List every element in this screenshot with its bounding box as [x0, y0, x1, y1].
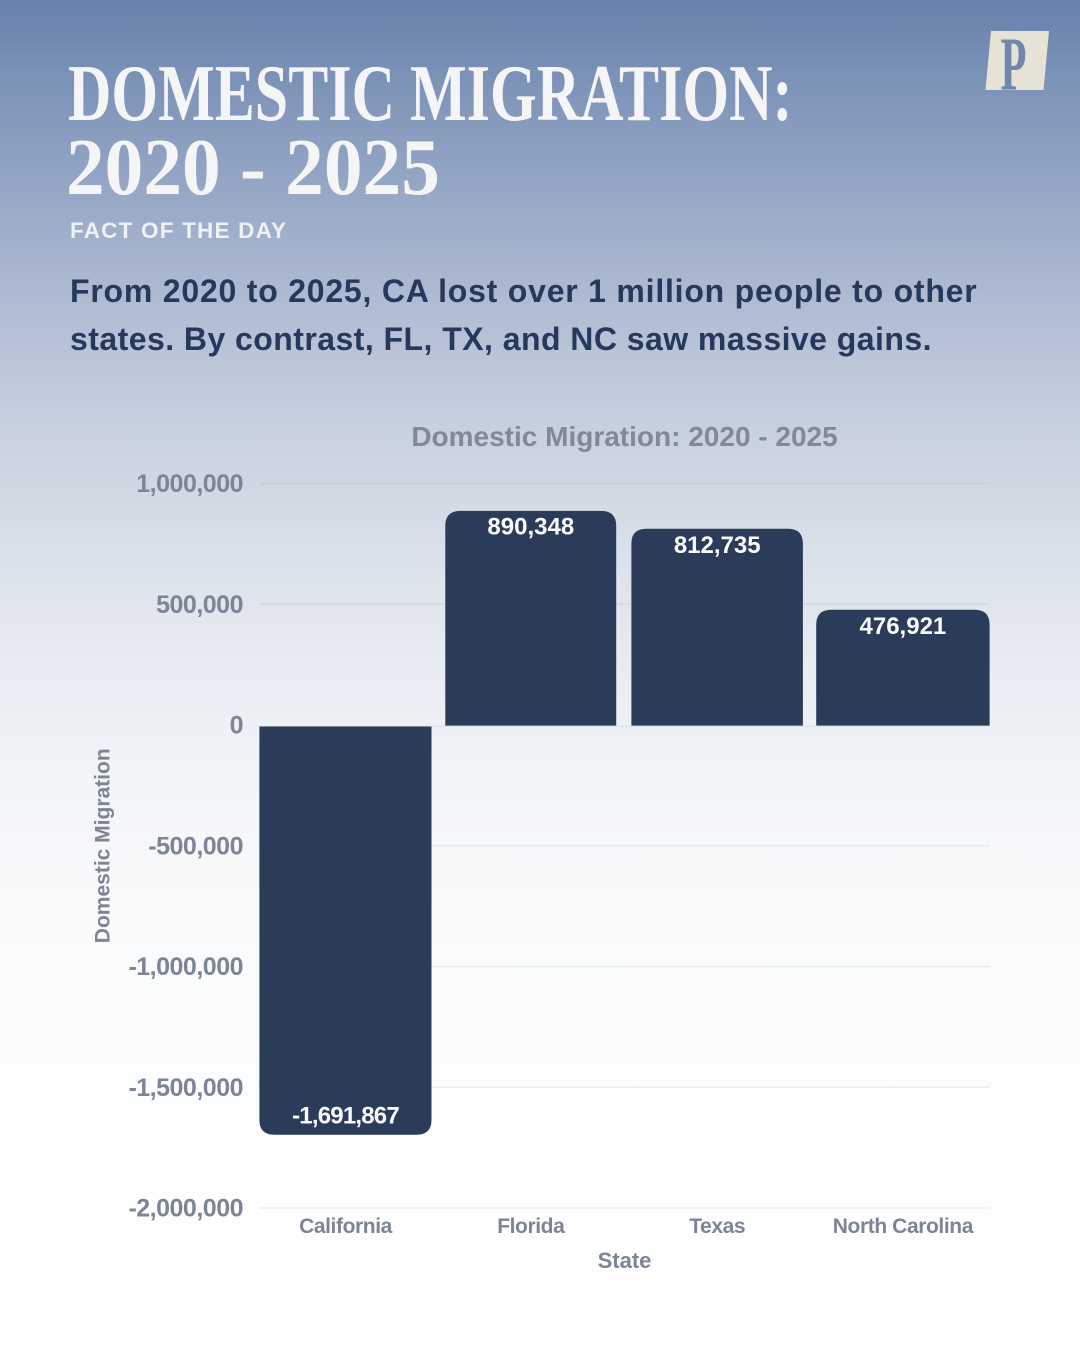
svg-text:476,921: 476,921: [860, 613, 947, 640]
svg-text:Florida: Florida: [497, 1215, 565, 1238]
svg-text:890,348: 890,348: [487, 514, 574, 541]
svg-text:Domestic Migration: Domestic Migration: [92, 748, 115, 943]
svg-text:0: 0: [230, 712, 243, 740]
svg-text:-1,500,000: -1,500,000: [128, 1074, 243, 1102]
svg-text:500,000: 500,000: [156, 591, 243, 619]
svg-text:State: State: [598, 1248, 652, 1273]
svg-text:-1,691,867: -1,691,867: [292, 1103, 399, 1130]
svg-text:-500,000: -500,000: [148, 832, 243, 860]
svg-text:-2,000,000: -2,000,000: [128, 1195, 243, 1223]
svg-text:P: P: [1001, 28, 1027, 94]
svg-text:1,000,000: 1,000,000: [136, 470, 243, 498]
svg-text:812,735: 812,735: [674, 532, 761, 559]
svg-text:-1,000,000: -1,000,000: [128, 953, 243, 981]
svg-text:Domestic Migration: 2020 - 202: Domestic Migration: 2020 - 2025: [411, 421, 837, 452]
svg-text:California: California: [299, 1215, 393, 1238]
svg-text:North Carolina: North Carolina: [833, 1215, 974, 1238]
svg-text:Texas: Texas: [689, 1215, 745, 1238]
